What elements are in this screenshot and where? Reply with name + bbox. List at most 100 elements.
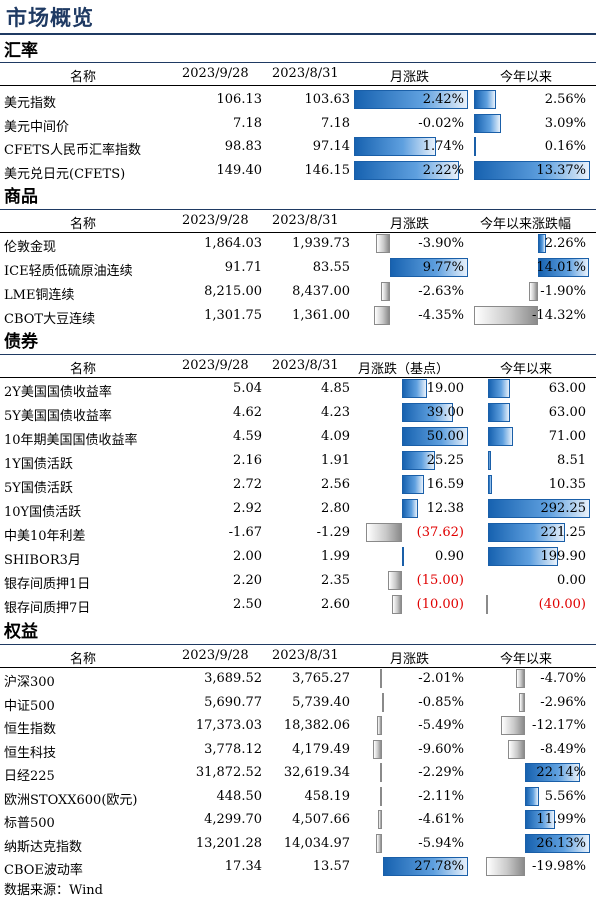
value-2023-8-31: 458.19 [304, 788, 351, 804]
monthly-change-value: -4.61% [418, 812, 464, 827]
header-rule [0, 667, 596, 668]
table-row: 5Y国债活跃 2.72 2.56 16.59 10.35 [0, 473, 596, 497]
table-row: 纳斯达克指数 13,201.28 14,034.97 -5.94% 26.13% [0, 832, 596, 856]
ytd-change-bar [487, 547, 558, 566]
table-header-equity: 名称 2023/9/28 2023/8/31 月涨跌 今年以来 [0, 645, 596, 667]
ytd-change-value: 2.26% [544, 236, 586, 251]
table-row: 标普500 4,299.70 4,507.66 -4.61% 11.99% [0, 808, 596, 832]
value-2023-9-28: 98.83 [224, 139, 262, 154]
monthly-change-bar [401, 379, 427, 398]
table-row: 1Y国债活跃 2.16 1.91 25.25 8.51 [0, 449, 596, 473]
table-row: 10年期美国国债收益率 4.59 4.09 50.00 71.00 [0, 425, 596, 449]
row-name: 银存间质押1日 [4, 577, 91, 592]
monthly-change-value: -4.35% [418, 308, 464, 323]
row-name: CBOE波动率 [4, 863, 83, 878]
table-row: 欧洲STOXX600(欧元) 448.50 458.19 -2.11% 5.56% [0, 785, 596, 809]
monthly-change-value: -0.02% [418, 115, 464, 131]
monthly-change-value: 0.90 [435, 549, 464, 564]
row-name: 中证500 [4, 698, 55, 714]
table-row: 10Y国债活跃 2.92 2.80 12.38 292.25 [0, 497, 596, 521]
header-ytd: 今年以来涨跌幅 [480, 217, 572, 232]
table-row: CFETS人民币汇率指数 98.83 97.14 1.74% 0.16% [0, 135, 596, 159]
value-2023-8-31: 4,507.66 [292, 812, 350, 827]
ytd-change-value: 13.37% [536, 162, 586, 178]
value-2023-9-28: 2.72 [233, 477, 262, 492]
value-2023-8-31: 32,619.34 [283, 765, 350, 780]
ytd-change-value: 8.51 [557, 453, 586, 468]
value-2023-9-28: 8,215.00 [204, 284, 262, 299]
monthly-change-bar [392, 595, 402, 614]
ytd-change-value: 63.00 [548, 405, 586, 420]
row-name: 欧洲STOXX600(欧元) [4, 792, 138, 808]
table-row: 沪深300 3,689.52 3,765.27 -2.01% -4.70% [0, 667, 596, 691]
monthly-change-bar [401, 427, 468, 446]
table-row: 中美10年利差 -1.67 -1.29 (37.62) 221.25 [0, 521, 596, 545]
monthly-change-bar [380, 282, 391, 301]
monthly-change-bar [390, 258, 468, 277]
monthly-change-value: -9.60% [418, 741, 464, 757]
value-2023-9-28: 17,373.03 [195, 718, 262, 733]
header-ytd: 今年以来 [500, 652, 553, 667]
ytd-change-bar [487, 403, 510, 422]
header-date-2: 2023/8/31 [272, 358, 339, 373]
monthly-change-bar [354, 90, 468, 109]
row-name: CFETS人民币汇率指数 [4, 143, 142, 158]
row-name: 恒生科技 [4, 745, 57, 761]
value-2023-8-31: 97.14 [312, 139, 350, 154]
value-2023-8-31: 8,437.00 [292, 284, 350, 299]
monthly-change-value: -5.49% [418, 718, 464, 733]
monthly-change-value: -2.63% [418, 284, 464, 299]
header-date-1: 2023/9/28 [182, 66, 249, 81]
section-title-commodity: 商品 [4, 187, 38, 207]
monthly-change-value: -2.11% [418, 788, 464, 804]
table-row: LME铜连续 8,215.00 8,437.00 -2.63% -1.90% [0, 280, 596, 304]
value-2023-8-31: 1,361.00 [292, 308, 350, 323]
ytd-change-value: 5.56% [544, 788, 586, 804]
ytd-change-bar [525, 810, 555, 829]
ytd-change-bar [474, 113, 501, 133]
header-ytd: 今年以来 [500, 70, 553, 85]
ytd-change-bar [515, 669, 526, 688]
monthly-change-bar [376, 833, 383, 853]
monthly-change-bar [375, 234, 391, 253]
ytd-change-value: -2.96% [540, 694, 586, 710]
row-name: 1Y国债活跃 [4, 457, 73, 472]
section-rule [0, 209, 596, 210]
monthly-change-value: 50.00 [426, 429, 464, 444]
row-name: LME铜连续 [4, 288, 75, 303]
row-name: 标普500 [4, 816, 55, 831]
monthly-change-value: 1.74% [422, 139, 464, 154]
monthly-change-value: -5.94% [418, 835, 464, 851]
table-row: CBOE波动率 17.34 13.57 27.78% -19.98% [0, 855, 596, 879]
value-2023-9-28: 4,299.70 [204, 812, 262, 827]
row-name: 10Y国债活跃 [4, 505, 82, 520]
table-header-bond: 名称 2023/9/28 2023/8/31 月涨跌（基点） 今年以来 [0, 355, 596, 377]
header-monthly-change: 月涨跌（基点） [358, 362, 450, 377]
header-date-2: 2023/8/31 [272, 66, 339, 81]
ytd-change-value: 22.14% [536, 765, 586, 780]
ytd-change-value: 26.13% [536, 835, 586, 851]
monthly-change-value: 25.25 [426, 453, 464, 468]
monthly-change-value: (15.00) [416, 573, 464, 588]
header-name: 名称 [70, 362, 97, 377]
value-2023-8-31: 1,939.73 [292, 236, 350, 251]
value-2023-9-28: 5,690.77 [204, 694, 262, 710]
monthly-change-bar [387, 571, 402, 590]
ytd-change-bar [487, 379, 510, 398]
row-name: 美元中间价 [4, 119, 70, 135]
value-2023-8-31: 4,179.49 [292, 741, 350, 757]
header-rule [0, 85, 596, 86]
ytd-change-value: 71.00 [548, 429, 586, 444]
monthly-change-bar [374, 306, 391, 325]
value-2023-9-28: 5.04 [233, 381, 262, 396]
value-2023-8-31: 5,739.40 [292, 694, 350, 710]
value-2023-8-31: 1.99 [321, 549, 350, 564]
monthly-change-bar [401, 499, 419, 518]
ytd-change-bar [501, 716, 526, 735]
monthly-change-bar [401, 475, 424, 494]
section-title-fx: 汇率 [4, 41, 38, 61]
value-2023-9-28: 149.40 [216, 162, 263, 178]
monthly-change-bar [354, 137, 436, 156]
header-date-2: 2023/8/31 [272, 648, 339, 663]
ytd-change-bar [487, 427, 513, 446]
